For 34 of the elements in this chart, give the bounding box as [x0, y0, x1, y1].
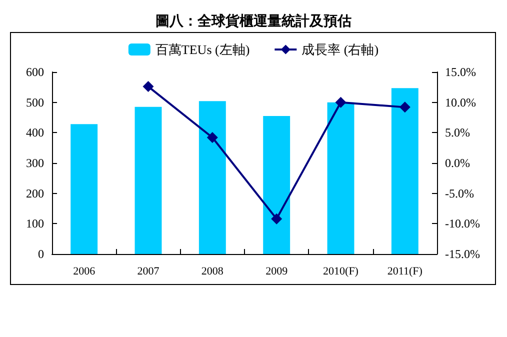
point	[206, 132, 218, 144]
point	[399, 102, 410, 113]
y2-tick-label: -15.0%	[445, 247, 480, 261]
point	[335, 96, 346, 108]
y-tick-label: 300	[26, 156, 44, 170]
y-tick-label: 0	[38, 247, 44, 261]
x-tick-label: 2009	[266, 266, 288, 278]
legend-label: 百萬TEUs (左軸)	[155, 42, 250, 57]
x-tick-label: 2006	[73, 266, 96, 278]
y-tick-label: 200	[26, 186, 44, 200]
y2-tick-label: 5.0%	[445, 126, 470, 140]
legend-label: 成長率 (右軸)	[302, 42, 379, 57]
y2-tick-label: -5.0%	[445, 186, 474, 200]
bar	[70, 124, 98, 254]
y2-tick-label: -10.0%	[445, 216, 480, 231]
y-tick-label: 600	[26, 65, 44, 79]
bar	[134, 106, 162, 254]
point	[271, 213, 282, 224]
y-tick-label: 500	[26, 95, 44, 110]
y2-tick-label: 0.0%	[445, 156, 470, 170]
x-tick-label: 2007	[137, 266, 160, 278]
y2-tick-label: 15.0%	[445, 65, 476, 79]
chart-title: 圖八：全球貨櫃運量統計及預估	[156, 14, 352, 30]
y2-tick-label: 10.0%	[445, 95, 476, 110]
bar	[391, 88, 418, 254]
x-tick-label: 2010(F)	[323, 266, 359, 278]
y-tick-label: 400	[26, 126, 44, 140]
bar	[198, 101, 226, 254]
point	[142, 81, 154, 92]
bar	[263, 116, 290, 254]
x-tick-label: 2011(F)	[387, 266, 423, 278]
x-tick-label: 2008	[201, 266, 224, 278]
y-tick-label: 100	[26, 216, 44, 231]
bar	[327, 102, 354, 254]
